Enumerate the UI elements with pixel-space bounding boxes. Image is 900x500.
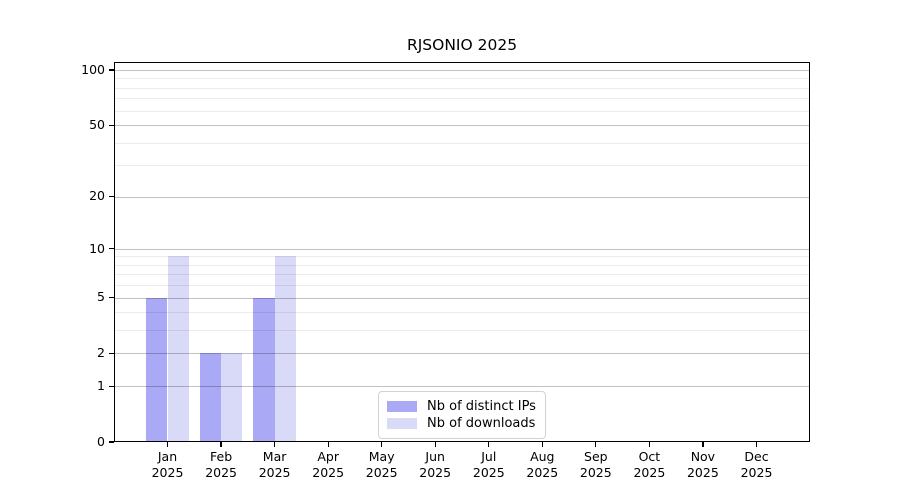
- bar-distinct-ips: [253, 297, 275, 442]
- y-tick-label: 5: [97, 289, 105, 305]
- y-tick-label: 50: [89, 116, 105, 132]
- x-tick-mark: [541, 442, 543, 447]
- gridline-minor: [114, 165, 810, 167]
- x-tick-mark: [434, 442, 436, 447]
- x-tick-label: Feb 2025: [205, 449, 237, 480]
- x-tick-label: Dec 2025: [740, 449, 773, 480]
- gridline-major: [114, 297, 810, 299]
- chart-title: RJSONIO 2025: [406, 36, 518, 54]
- gridline-major: [114, 248, 810, 250]
- gridline-major: [114, 386, 810, 388]
- gridline-major: [114, 353, 810, 355]
- gridline-major: [114, 70, 810, 71]
- x-tick-mark: [488, 442, 490, 447]
- gridline-minor: [114, 110, 810, 112]
- bar-downloads: [167, 256, 189, 442]
- y-tick-mark: [109, 248, 114, 250]
- gridline-minor: [114, 256, 810, 258]
- legend-label-distinct-ips: Nb of distinct IPs: [427, 399, 536, 414]
- gridline-minor: [114, 264, 810, 266]
- y-tick-label: 1: [97, 377, 105, 393]
- gridline-minor: [114, 142, 810, 144]
- y-tick-mark: [109, 69, 114, 71]
- gridline-minor: [114, 78, 810, 80]
- gridline-minor: [114, 312, 810, 314]
- x-tick-mark: [381, 442, 383, 447]
- legend-entry-distinct-ips: Nb of distinct IPs: [387, 398, 537, 415]
- gridline-major: [114, 125, 810, 127]
- x-tick-mark: [166, 442, 169, 447]
- x-tick-label: Nov 2025: [686, 449, 719, 480]
- x-tick-label: Aug 2025: [526, 449, 559, 480]
- x-tick-label: Mar 2025: [258, 449, 291, 480]
- x-tick-mark: [220, 442, 222, 447]
- y-tick-mark: [109, 441, 114, 443]
- y-tick-mark: [109, 124, 114, 126]
- x-tick-label: Sep 2025: [579, 449, 612, 480]
- x-tick-label: Jan 2025: [151, 449, 184, 480]
- gridline-minor: [114, 87, 810, 89]
- legend-entry-downloads: Nb of downloads: [387, 415, 537, 432]
- bar-downloads: [221, 353, 243, 442]
- x-tick-mark: [755, 442, 758, 447]
- y-tick-label: 2: [97, 345, 105, 361]
- y-tick-mark: [109, 352, 114, 355]
- legend: Nb of distinct IPs Nb of downloads: [378, 391, 546, 439]
- bar-distinct-ips: [199, 353, 222, 442]
- x-tick-label: Apr 2025: [312, 449, 345, 480]
- x-tick-label: Jun 2025: [419, 449, 452, 480]
- x-tick-mark: [648, 442, 650, 447]
- y-tick-label: 10: [89, 240, 105, 256]
- gridline-minor: [114, 330, 810, 332]
- x-tick-mark: [274, 442, 276, 447]
- plot-area: [114, 62, 810, 442]
- gridline-minor: [114, 274, 810, 276]
- x-tick-mark: [327, 442, 329, 447]
- y-tick-label: 0: [97, 433, 105, 449]
- gridline-minor: [114, 98, 810, 100]
- legend-label-downloads: Nb of downloads: [427, 416, 536, 431]
- gridline-minor: [114, 285, 810, 287]
- legend-swatch-distinct-ips: [387, 401, 417, 412]
- x-tick-mark: [702, 442, 704, 447]
- y-tick-mark: [109, 297, 114, 299]
- y-tick-mark: [109, 385, 114, 387]
- x-tick-label: Oct 2025: [633, 449, 666, 480]
- bar-distinct-ips: [146, 297, 168, 442]
- y-tick-label: 20: [89, 188, 105, 204]
- legend-swatch-downloads: [387, 418, 417, 429]
- y-tick-label: 100: [81, 61, 105, 77]
- gridline-major: [114, 196, 810, 198]
- x-tick-label: Jul 2025: [472, 449, 505, 480]
- y-tick-mark: [109, 196, 114, 198]
- x-tick-mark: [595, 442, 597, 447]
- x-tick-label: May 2025: [365, 449, 398, 480]
- bar-downloads: [274, 256, 296, 442]
